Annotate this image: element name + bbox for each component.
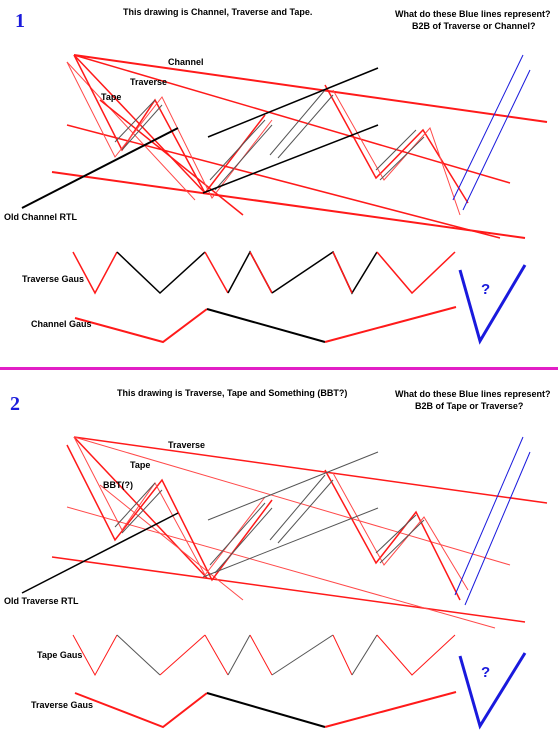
tape-gaus-zigzag <box>72 634 456 677</box>
old-channel-rtl-label: Old Channel RTL <box>4 212 77 222</box>
price-red-down <box>324 84 469 204</box>
blue-line-2 <box>462 69 531 211</box>
panel-1-drawing <box>21 54 548 345</box>
panel-divider <box>0 367 558 370</box>
panel-2-question-mark: ? <box>481 664 491 681</box>
blue-v-shape-2 <box>458 652 527 730</box>
bbt-line-lower <box>99 484 244 601</box>
price2-red-down <box>324 469 461 601</box>
channel-gaus-red-1 <box>74 308 208 344</box>
traverse-gaus-black-1 <box>116 251 206 295</box>
gray-channel-line-upper <box>207 451 379 521</box>
traverse-gaus-black-2 <box>227 250 273 294</box>
panel-2-question-line1: What do these Blue lines represent? <box>395 389 551 399</box>
traverse-gaus-red-3 <box>249 251 273 294</box>
traverse-gaus-red <box>72 251 118 295</box>
channel-upper-line <box>73 54 548 123</box>
channel-lower-line <box>51 171 526 239</box>
traverse-upper-line <box>73 54 511 184</box>
traverse-lower-line <box>66 124 501 239</box>
tape-label-2: Tape <box>130 460 151 470</box>
channel-gaus-label: Channel Gaus <box>31 319 92 329</box>
tape-label: Tape <box>101 92 122 102</box>
traverse-gaus2-black <box>206 692 326 728</box>
traverse-upper-line-2 <box>73 436 548 504</box>
panel-2-drawing <box>21 436 548 730</box>
traverse-lower-line-2 <box>51 556 526 623</box>
panel-1-question-line2: B2B of Traverse or Channel? <box>412 21 536 31</box>
tape-upper-line-2 <box>73 436 511 566</box>
traverse-gaus-label-2: Traverse Gaus <box>31 700 94 710</box>
tape-gaus-label: Tape Gaus <box>37 650 83 660</box>
blue-v-shape <box>458 264 527 345</box>
price2-red-down-b <box>332 472 469 591</box>
tape-mid-line <box>99 99 244 216</box>
panel-1-question-mark: ? <box>481 281 491 298</box>
panel-1-question-line1: What do these Blue lines represent? <box>395 9 551 19</box>
traverse-label-2: Traverse <box>168 440 206 450</box>
traverse-label: Traverse <box>130 77 168 87</box>
old-traverse-rtl-line <box>21 512 179 594</box>
traverse-gaus-red-4 <box>332 251 353 294</box>
traverse-gaus-red-5 <box>376 251 456 295</box>
traverse-gaus-red-2 <box>204 251 229 294</box>
tape-up-segments <box>114 89 425 191</box>
price-red-segments-b <box>66 61 273 199</box>
blue-line-3 <box>454 436 524 596</box>
blue-line-4 <box>464 451 531 606</box>
bbt-label: BBT(?) <box>103 480 133 490</box>
panel-1-number: 1 <box>15 10 25 32</box>
price2-red-b <box>73 436 266 576</box>
panel-2-number: 2 <box>10 393 20 415</box>
gray-channel-line-lower <box>202 507 379 578</box>
traverse-gaus2-red-1 <box>74 692 208 729</box>
black-channel-line-lower <box>202 124 379 194</box>
blue-line-1 <box>452 54 524 201</box>
channel-gaus-red-2 <box>324 306 457 343</box>
black-channel-line-upper <box>207 67 379 138</box>
bbt-up-segments <box>114 474 425 574</box>
price-red-down-b <box>332 89 461 216</box>
panel-2-question-line2: B2B of Tape or Traverse? <box>415 401 524 411</box>
panel-2-title: This drawing is Traverse, Tape and Somet… <box>117 388 348 398</box>
channel-label: Channel <box>168 57 204 67</box>
old-channel-rtl-line <box>21 127 179 209</box>
old-traverse-rtl-label: Old Traverse RTL <box>4 596 79 606</box>
panel-1-title: This drawing is Channel, Traverse and Ta… <box>123 7 313 17</box>
traverse-gaus-black-3 <box>271 250 378 295</box>
channel-gaus-black <box>206 308 326 343</box>
traverse-gaus-label: Traverse Gaus <box>22 274 85 284</box>
tape-lower-line-2 <box>66 506 496 629</box>
traverse-gaus2-red-2 <box>324 691 457 728</box>
